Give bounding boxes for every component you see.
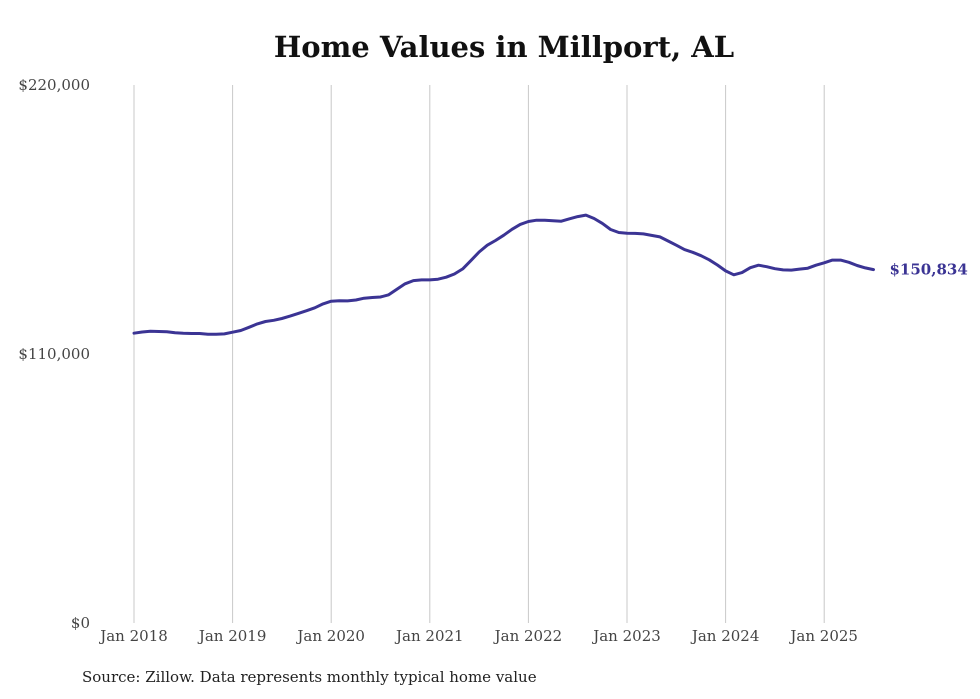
- y-tick-label: $0: [71, 614, 90, 632]
- x-tick-label: Jan 2025: [788, 627, 858, 645]
- x-tick-label: Jan 2021: [394, 627, 464, 645]
- x-tick-label: Jan 2022: [493, 627, 563, 645]
- chart-title: Home Values in Millport, AL: [273, 30, 735, 64]
- x-tick-label: Jan 2019: [197, 627, 267, 645]
- y-tick-label: $220,000: [18, 76, 90, 94]
- x-tick-label: Jan 2020: [295, 627, 365, 645]
- source-note: Source: Zillow. Data represents monthly …: [82, 668, 537, 686]
- series-line: [132, 213, 875, 336]
- y-tick-label: $110,000: [18, 345, 90, 363]
- x-tick-label: Jan 2024: [690, 627, 760, 645]
- end-value-label: $150,834: [890, 261, 968, 279]
- x-tick-label: Jan 2018: [98, 627, 168, 645]
- x-tick-label: Jan 2023: [591, 627, 661, 645]
